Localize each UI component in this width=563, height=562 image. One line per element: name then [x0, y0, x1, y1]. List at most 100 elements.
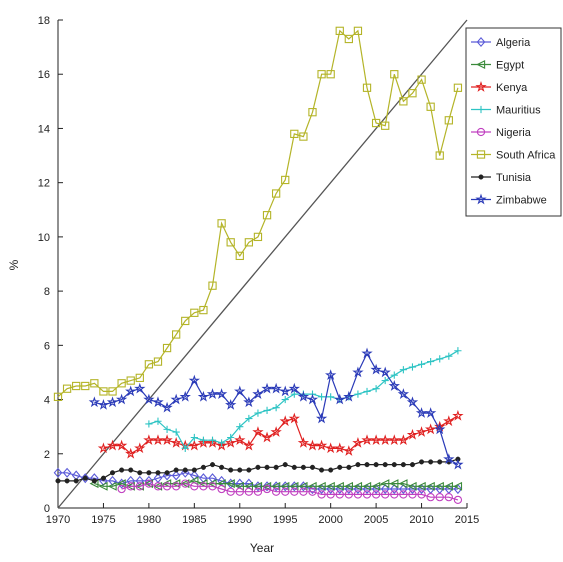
data-point — [434, 481, 444, 491]
data-point — [170, 393, 182, 405]
data-point — [154, 417, 162, 425]
data-point — [379, 366, 391, 378]
y-tick-label: 6 — [44, 340, 50, 352]
data-point — [199, 436, 208, 444]
data-point — [353, 26, 363, 35]
data-point — [334, 393, 346, 405]
data-point — [363, 387, 371, 396]
data-point — [271, 487, 281, 496]
data-point — [234, 434, 246, 446]
data-point — [207, 479, 217, 489]
data-point — [270, 426, 282, 437]
data-point — [415, 407, 428, 418]
y-tick-label: 12 — [38, 178, 50, 190]
data-point — [180, 467, 190, 478]
data-point — [300, 464, 306, 470]
data-point — [337, 464, 343, 470]
data-point — [134, 442, 146, 454]
data-point — [190, 308, 199, 317]
data-point — [215, 388, 228, 399]
data-point — [344, 483, 354, 495]
data-point — [98, 481, 108, 491]
legend-item: Egypt — [471, 60, 524, 72]
data-point — [170, 436, 182, 448]
data-point — [117, 484, 126, 494]
data-point — [428, 459, 434, 465]
data-point — [399, 97, 408, 106]
data-point — [445, 352, 453, 360]
data-point — [391, 462, 397, 468]
data-point — [199, 482, 208, 491]
x-tick-label: 2005 — [364, 514, 388, 526]
data-point — [161, 434, 173, 446]
data-point — [291, 464, 297, 470]
data-point — [206, 388, 219, 399]
data-point — [399, 366, 407, 374]
data-point — [225, 479, 235, 489]
data-point — [355, 462, 361, 468]
data-point — [334, 481, 344, 491]
data-point — [397, 434, 410, 446]
data-point — [106, 396, 119, 408]
data-point — [107, 481, 117, 491]
data-point — [325, 481, 335, 491]
data-point — [299, 132, 308, 141]
legend-marker — [476, 36, 486, 48]
data-point — [297, 390, 310, 402]
data-point — [155, 470, 161, 476]
data-point — [225, 436, 237, 448]
data-point — [426, 102, 435, 111]
data-point — [181, 444, 189, 452]
data-point — [373, 462, 379, 468]
data-point — [352, 436, 364, 448]
data-point — [400, 462, 406, 468]
data-point — [415, 426, 428, 437]
data-point — [390, 70, 399, 79]
data-point — [117, 379, 126, 388]
data-point — [370, 363, 382, 375]
data-point — [362, 483, 372, 495]
data-point — [344, 34, 353, 44]
series-line — [57, 29, 459, 398]
data-point — [252, 388, 264, 399]
data-point — [119, 467, 125, 473]
data-point — [353, 483, 363, 495]
data-point — [371, 118, 381, 128]
data-point — [306, 393, 319, 405]
data-point — [97, 442, 110, 454]
data-point — [246, 467, 252, 473]
data-point — [254, 409, 262, 417]
legend-label: Mauritius — [496, 105, 541, 117]
data-point — [281, 487, 290, 496]
data-point — [81, 381, 90, 391]
y-tick-label: 4 — [44, 395, 50, 407]
data-point — [406, 428, 419, 440]
data-point — [408, 363, 417, 371]
data-point — [453, 481, 463, 491]
data-point — [437, 459, 443, 465]
legend-item: Nigeria — [471, 127, 532, 139]
data-point — [335, 490, 344, 499]
data-point — [261, 431, 273, 443]
data-point — [253, 232, 263, 242]
data-point — [152, 396, 164, 408]
data-point — [162, 482, 172, 491]
data-point — [371, 481, 381, 491]
data-point — [262, 211, 272, 220]
data-point — [424, 423, 437, 435]
data-point — [235, 487, 244, 496]
data-point — [444, 116, 453, 125]
data-point — [53, 467, 63, 478]
data-point — [263, 406, 271, 414]
data-point — [379, 434, 391, 446]
data-point — [190, 433, 198, 442]
data-point — [172, 330, 181, 339]
data-point — [354, 390, 362, 398]
data-point — [281, 395, 289, 404]
data-point — [316, 481, 326, 491]
data-point — [97, 399, 110, 410]
data-point — [171, 470, 181, 481]
data-point — [282, 462, 288, 468]
y-tick-label: 0 — [44, 503, 50, 515]
